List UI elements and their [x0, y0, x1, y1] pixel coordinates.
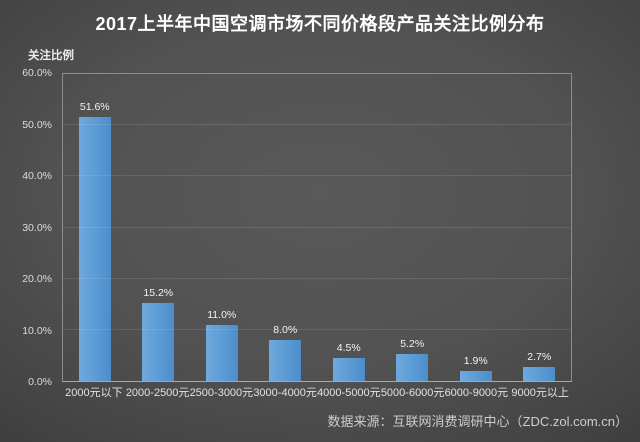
bar-value-label: 15.2% — [143, 287, 174, 300]
y-tick-label: 60.0% — [22, 67, 52, 79]
bar-slot: 8.0% — [254, 74, 318, 381]
bars-row: 51.6% 15.2% 11.0% 8.0% 4.5% 5.2% 1.9% 2.7% — [63, 74, 571, 381]
x-category-label: 2500-3000元 — [189, 387, 254, 399]
bar-slot: 4.5% — [317, 74, 381, 381]
bar-slot: 11.0% — [190, 74, 254, 381]
bar-slot: 5.2% — [381, 74, 445, 381]
bar — [142, 303, 175, 381]
y-tick-label: 0.0% — [28, 376, 52, 388]
bar — [396, 354, 429, 381]
chart-title: 2017上半年中国空调市场不同价格段产品关注比例分布 — [95, 14, 545, 34]
source-note: 数据来源：互联网消费调研中心（ZDC.zol.com.cn） — [327, 414, 628, 429]
x-axis-category-labels: 2000元以下 2000-2500元 2500-3000元 3000-4000元 400… — [62, 384, 572, 400]
bar — [269, 340, 302, 381]
bar — [332, 357, 365, 381]
plot-area: 51.6% 15.2% 11.0% 8.0% 4.5% 5.2% 1.9% 2.7% — [62, 73, 572, 382]
bar — [459, 371, 492, 381]
bar-slot: 15.2% — [127, 74, 191, 381]
bar — [205, 324, 238, 381]
x-category-label: 5000-6000元 — [380, 387, 445, 399]
x-category-label: 4000-5000元 — [317, 387, 381, 399]
bar-value-label: 1.9% — [463, 355, 488, 368]
x-category-label: 2000-2500元 — [125, 387, 190, 399]
y-tick-label: 50.0% — [22, 118, 52, 131]
y-tick-label: 10.0% — [22, 324, 52, 337]
gridline — [63, 124, 571, 126]
bar-value-label: 2.7% — [527, 351, 552, 364]
bar — [78, 116, 111, 381]
bar — [523, 367, 556, 381]
y-tick-label: 20.0% — [22, 273, 52, 285]
bar-value-label: 8.0% — [273, 324, 298, 337]
gridline — [63, 175, 571, 177]
y-tick-label: 30.0% — [22, 221, 52, 234]
bar-slot: 2.7% — [508, 74, 572, 381]
bar-value-label: 4.5% — [336, 341, 361, 354]
y-axis-tick-labels: 0.0% 10.0% 20.0% 30.0% 40.0% 50.0% 60.0% — [0, 67, 56, 388]
gridline — [63, 226, 571, 228]
bar-value-label: 5.2% — [400, 338, 425, 351]
bar-value-label: 11.0% — [207, 308, 237, 321]
x-category-label: 9000元以上 — [511, 387, 569, 399]
x-category-label: 2000元以下 — [65, 387, 123, 399]
y-tick-label: 40.0% — [22, 170, 52, 182]
x-category-label: 3000-4000元 — [253, 387, 317, 399]
gridline — [63, 328, 571, 330]
bar-slot: 1.9% — [444, 74, 508, 381]
bar-slot: 51.6% — [63, 74, 127, 381]
gridline — [63, 277, 571, 279]
x-category-label: 6000-9000元 — [444, 387, 509, 399]
y-axis-title: 关注比例 — [28, 50, 74, 62]
bar-value-label: 51.6% — [79, 100, 110, 113]
